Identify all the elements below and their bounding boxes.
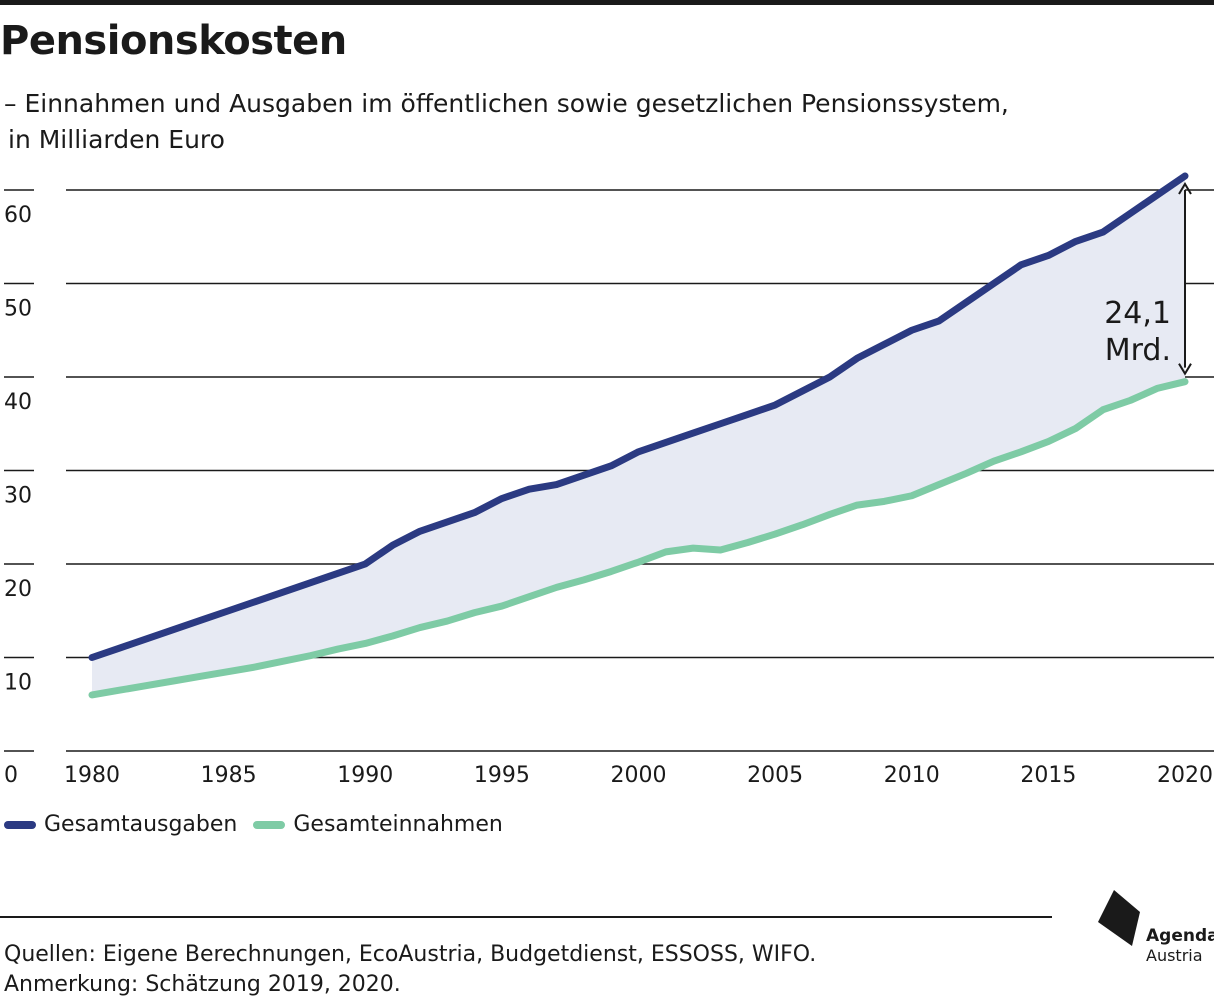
x-axis-ticks: 1980 1985 1990 1995 2000 2005 2010 2015 2020 — [64, 763, 1213, 788]
legend-item-gesamteinnahmen: Gesamteinnahmen — [253, 812, 503, 837]
agenda-austria-logo: Agenda Austria — [1098, 888, 1214, 978]
y-tick-label-60: 60 — [4, 203, 32, 228]
annotation-line-1: 24,1 — [1104, 296, 1171, 331]
x-tick-label-2015: 2015 — [1020, 763, 1076, 788]
subtitle-line-2: in Milliarden Euro — [8, 125, 225, 154]
y-axis-ticks: 0 10 20 30 40 50 60 — [4, 203, 32, 788]
legend-swatch-gesamtausgaben — [4, 820, 36, 829]
gap-arrow-head-top-icon — [1178, 182, 1192, 195]
x-tick-label-2005: 2005 — [747, 763, 803, 788]
logo-line-2: Austria — [1146, 946, 1203, 965]
gap-area — [92, 175, 1185, 695]
line-chart: 0 10 20 30 40 50 60 1980 1985 1990 1995 2000 2005 20… — [4, 172, 1214, 788]
y-tick-label-30: 30 — [4, 484, 32, 509]
chart-title: Pensionskosten — [0, 18, 347, 64]
sources-text: Quellen: Eigene Berechnungen, EcoAustria… — [4, 942, 817, 967]
top-rule — [0, 0, 1214, 5]
x-tick-label-2010: 2010 — [884, 763, 940, 788]
annotation-line-2: Mrd. — [1105, 333, 1171, 368]
x-tick-label-2000: 2000 — [611, 763, 667, 788]
legend: Gesamtausgaben Gesamteinnahmen — [4, 812, 519, 837]
logo-line-1: Agenda — [1146, 926, 1214, 946]
y-tick-label-20: 20 — [4, 577, 32, 602]
chart-subtitle: – Einnahmen und Ausgaben im öffentlichen… — [4, 86, 1154, 158]
legend-label-gesamtausgaben: Gesamtausgaben — [44, 812, 238, 837]
y-tick-label-50: 50 — [4, 297, 32, 322]
gap-area-fill — [92, 175, 1185, 695]
legend-label-gesamteinnahmen: Gesamteinnahmen — [293, 812, 503, 837]
x-tick-label-1990: 1990 — [337, 763, 393, 788]
x-tick-label-1980: 1980 — [64, 763, 120, 788]
note-text: Anmerkung: Schätzung 2019, 2020. — [4, 972, 401, 997]
y-tick-label-0: 0 — [4, 763, 18, 788]
subtitle-line-1: – Einnahmen und Ausgaben im öffentlichen… — [4, 89, 1009, 118]
legend-swatch-gesamteinnahmen — [253, 820, 286, 829]
logo-mark-icon — [1098, 890, 1140, 946]
series-line-gesamtausgaben — [88, 172, 1189, 661]
y-tick-label-40: 40 — [4, 390, 32, 415]
footer-rule — [0, 916, 1052, 918]
series-line-gesamteinnahmen — [88, 378, 1189, 699]
gap-arrow-head-bottom-icon — [1178, 363, 1192, 376]
x-tick-label-2020: 2020 — [1157, 763, 1213, 788]
legend-item-gesamtausgaben: Gesamtausgaben — [4, 812, 237, 837]
y-tick-label-10: 10 — [4, 671, 32, 696]
series-lines — [88, 172, 1189, 699]
footer-notes: Quellen: Eigene Berechnungen, EcoAustria… — [4, 940, 816, 1000]
x-tick-label-1985: 1985 — [201, 763, 257, 788]
x-tick-label-1995: 1995 — [474, 763, 530, 788]
